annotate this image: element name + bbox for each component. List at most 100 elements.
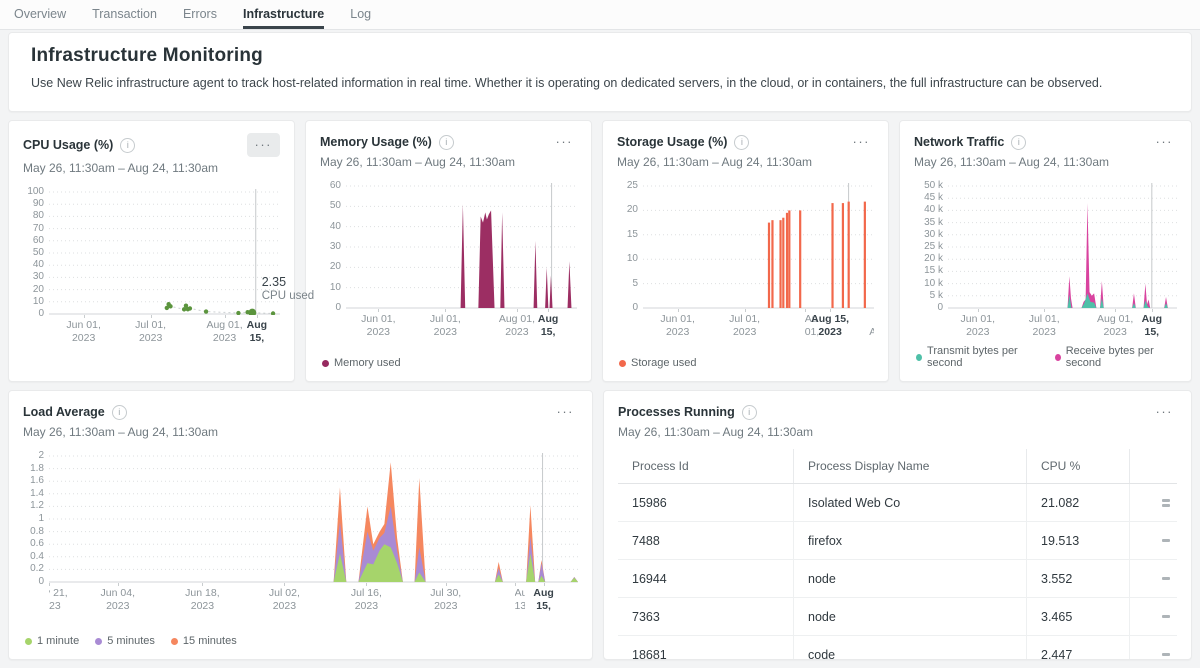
info-icon[interactable]: i: [438, 134, 454, 150]
storage-x-axis: Jun 01, 2023 Jul 01, 2023 Aug 01, 2023Aug …: [643, 309, 874, 339]
y-axis-label: 30: [32, 271, 44, 283]
y-axis-label: 45 k: [924, 192, 943, 204]
legend-dot-icon: [1054, 353, 1061, 361]
x-axis-label: Aug 01, 2023: [498, 313, 536, 339]
ellipsis-menu-icon[interactable]: ···: [555, 134, 573, 149]
table-cell: 3.465: [1026, 598, 1129, 635]
table-cell: 2.447: [1026, 636, 1129, 659]
storage-card-title: Storage Usage (%): [617, 135, 728, 149]
ellipsis-menu-icon[interactable]: ···: [246, 133, 280, 157]
legend-dot-icon: [170, 637, 178, 645]
x-axis-label: Aug 15, 2023: [811, 313, 850, 339]
x-axis-label: Aug 13, 2023: [514, 587, 525, 613]
y-axis-label: 35 k: [924, 216, 943, 228]
y-axis-label: 5: [632, 277, 638, 289]
x-axis-label: Jun 01, 2023: [66, 319, 101, 345]
y-axis-label: 15: [626, 228, 638, 240]
memory-card-subtitle: May 26, 11:30am – Aug 24, 11:30am: [320, 155, 516, 169]
y-axis-label: 30: [329, 241, 341, 252]
y-axis-label: 25 k: [924, 241, 943, 252]
memory-chart[interactable]: [346, 181, 577, 309]
y-axis-label: 50: [329, 200, 341, 212]
y-axis-label: 2: [38, 450, 44, 461]
x-axis-label: Jul 02, 2023: [268, 587, 300, 613]
tab-errors[interactable]: Errors: [182, 7, 217, 21]
legend-label: Receive bytes per second: [1065, 345, 1154, 369]
load-chart[interactable]: [49, 451, 578, 583]
clipped-cell: [1129, 636, 1177, 659]
tab-bar: Overview Transaction Errors Infrastructu…: [0, 0, 1200, 30]
legend-label: 5 minutes: [107, 635, 155, 647]
storage-card-subtitle: May 26, 11:30am – Aug 24, 11:30am: [617, 155, 813, 169]
table-row[interactable]: 15986 Isolated Web Co 21.082: [618, 484, 1177, 522]
y-axis-label: 50 k: [924, 180, 943, 191]
y-axis-label: 1.4: [30, 487, 44, 499]
tab-overview[interactable]: Overview: [14, 7, 67, 21]
y-axis-label: 20 k: [924, 253, 943, 265]
legend-label: Memory used: [334, 357, 401, 369]
network-chart[interactable]: [948, 181, 1177, 309]
legend-item[interactable]: Memory used: [322, 357, 401, 369]
tab-infrastructure[interactable]: Infrastructure: [242, 0, 325, 29]
table-header-row: Process Id Process Display Name CPU %: [618, 449, 1177, 484]
legend-item[interactable]: 15 minutes: [170, 635, 237, 647]
cpu-card-subtitle: May 26, 11:30am – Aug 24, 11:30am: [23, 161, 219, 175]
info-icon[interactable]: i: [111, 404, 127, 420]
load-legend: 1 minute 5 minutes 15 minutes: [23, 631, 578, 651]
table-row[interactable]: 7363 node 3.465: [618, 598, 1177, 636]
table-row[interactable]: 7488 firefox 19.513: [618, 522, 1177, 560]
x-axis-label: Jun 04, 2023: [100, 587, 135, 613]
y-axis-label: 1.8: [30, 462, 44, 474]
clipped-cell: [1129, 522, 1177, 559]
storage-usage-card: Storage Usage (%) i ··· May 26, 11:30am …: [602, 120, 889, 382]
column-header[interactable]: Process Display Name: [793, 449, 1026, 483]
memory-usage-card: Memory Usage (%) i ··· May 26, 11:30am –…: [305, 120, 592, 382]
memory-x-axis: Jun 01, 2023 Jul 01, 2023 Aug 01, 2023 Aug …: [346, 309, 577, 339]
x-axis-label: Jul 16, 2023: [350, 587, 382, 613]
processes-table: Process Id Process Display Name CPU % 15986…: [618, 449, 1177, 660]
legend-item[interactable]: Receive bytes per second: [1054, 345, 1175, 369]
info-icon[interactable]: i: [1011, 134, 1027, 150]
y-axis-label: 0: [632, 302, 638, 313]
legend-item[interactable]: Transmit bytes per second: [916, 345, 1039, 369]
y-axis-label: 40: [32, 259, 44, 271]
y-axis-label: 40: [329, 220, 341, 232]
y-axis-label: 15 k: [924, 265, 943, 277]
table-row[interactable]: 18681 code 2.447: [618, 636, 1177, 660]
x-axis-label: Aug 15, 2023: [533, 587, 554, 613]
info-icon[interactable]: i: [734, 134, 750, 150]
x-axis-label: Jun 01, 2023: [660, 313, 695, 339]
cpu-chart[interactable]: 2.35 CPU used: [49, 187, 314, 315]
legend-label: 1 minute: [37, 635, 80, 647]
column-header[interactable]: [1129, 449, 1177, 483]
legend-dot-icon: [95, 637, 103, 645]
ellipsis-menu-icon[interactable]: ···: [1155, 404, 1173, 419]
info-icon[interactable]: i: [741, 404, 757, 420]
legend-item[interactable]: Storage used: [619, 357, 696, 369]
column-header[interactable]: Process Id: [632, 459, 689, 473]
legend-item[interactable]: 5 minutes: [95, 635, 155, 647]
info-icon[interactable]: i: [120, 137, 136, 153]
cpu-usage-card: CPU Usage (%) i ··· May 26, 11:30am – Au…: [8, 120, 314, 382]
column-header[interactable]: CPU %: [1026, 449, 1129, 483]
cpu-y-axis: 0 10 20 30 40 50 60 70 80 90 100: [23, 186, 49, 319]
table-cell: 19.513: [1026, 522, 1129, 559]
ellipsis-menu-icon[interactable]: ···: [1155, 134, 1173, 149]
storage-chart[interactable]: [643, 181, 874, 309]
page-title: Infrastructure Monitoring: [31, 45, 263, 66]
y-axis-label: 80: [32, 210, 44, 222]
table-cell: 7363: [632, 609, 660, 624]
y-axis-label: 10: [32, 295, 44, 307]
legend-item[interactable]: 1 minute: [25, 635, 79, 647]
clipped-cell: [1129, 598, 1177, 635]
table-row[interactable]: 16944 node 3.552: [618, 560, 1177, 598]
table-cell: firefox: [793, 522, 1026, 559]
tab-transaction[interactable]: Transaction: [92, 7, 157, 21]
table-cell: 18681: [632, 647, 667, 660]
y-axis-label: 0: [38, 308, 44, 319]
ellipsis-menu-icon[interactable]: ···: [556, 404, 574, 419]
tab-log[interactable]: Log: [350, 7, 372, 21]
tooltip-label: CPU used: [261, 290, 315, 302]
ellipsis-menu-icon[interactable]: ···: [852, 134, 870, 149]
